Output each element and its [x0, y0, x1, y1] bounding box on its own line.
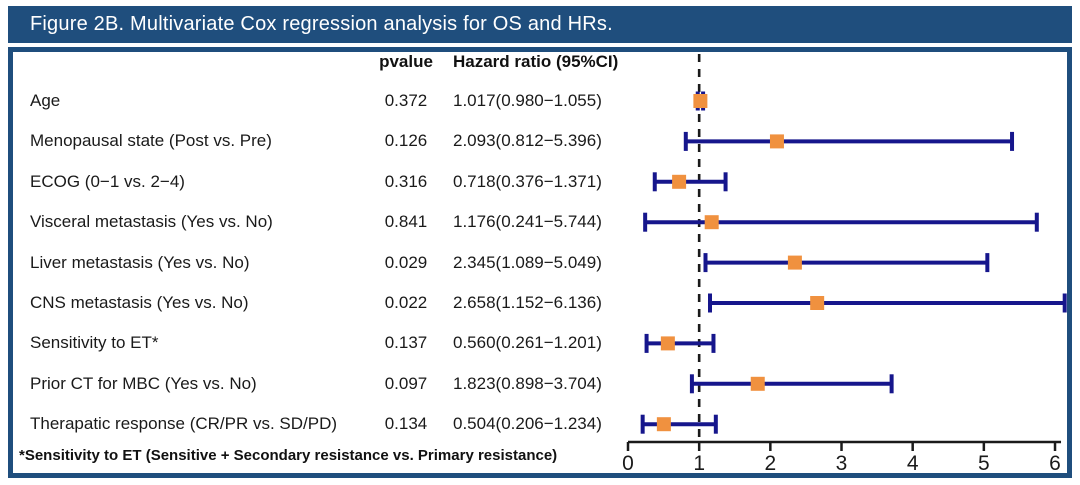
figure-content-panel: pvalue Hazard ratio (95%CI) Age 0.372 1.01… [8, 47, 1072, 478]
figure-title: Figure 2B. Multivariate Cox regression a… [30, 13, 613, 35]
row-pvalue: 0.022 [384, 293, 428, 312]
row-ci-text: 0.560(0.261−1.201) [453, 333, 602, 353]
row-label: Sensitivity to ET* [30, 333, 159, 353]
hr-marker [769, 134, 784, 149]
row-ci-text: 1.176(0.241−5.744) [453, 212, 602, 232]
hr-marker [672, 174, 687, 189]
hr-marker [704, 215, 719, 230]
row-pvalue: 0.841 [384, 212, 428, 232]
figure-title-bar: Figure 2B. Multivariate Cox regression a… [8, 6, 1072, 43]
row-label: ECOG (0−1 vs. 2−4) [30, 171, 185, 191]
x-axis-tick-label: 6 [1049, 452, 1061, 473]
hr-marker [660, 336, 675, 351]
x-axis-tick-label: 4 [907, 452, 919, 473]
row-label: Prior CT for MBC (Yes vs. No) [30, 373, 257, 393]
row-ci-text: 0.504(0.206−1.234) [453, 414, 602, 434]
hr-marker [750, 376, 765, 391]
x-axis-tick-label: 2 [764, 452, 776, 473]
row-ci-text: 2.658(1.152−6.136) [453, 293, 602, 312]
hr-marker [693, 94, 708, 108]
hr-marker [787, 255, 802, 270]
row-ci-text: 2.093(0.812−5.396) [453, 131, 602, 151]
row-pvalue: 0.372 [384, 91, 428, 110]
row-ci-text: 2.345(1.089−5.049) [453, 252, 602, 272]
x-axis-tick-label: 0 [622, 452, 634, 473]
row-pvalue: 0.316 [384, 171, 428, 191]
row-label: Age [30, 91, 61, 110]
hr-marker [656, 417, 671, 432]
row-pvalue: 0.137 [384, 333, 428, 353]
x-axis-tick-label: 5 [978, 452, 990, 473]
column-header-pvalue: pvalue [379, 52, 433, 71]
row-ci-text: 0.718(0.376−1.371) [453, 171, 602, 191]
footnote: *Sensitivity to ET (Sensitive + Secondar… [19, 447, 558, 464]
column-header-hazard-ratio: Hazard ratio (95%CI) [453, 52, 619, 71]
row-ci-text: 1.823(0.898−3.704) [453, 373, 602, 393]
row-pvalue: 0.029 [384, 252, 428, 272]
row-label: Therapatic response (CR/PR vs. SD/PD) [30, 414, 338, 434]
row-label: Liver metastasis (Yes vs. No) [30, 252, 250, 272]
row-label: Visceral metastasis (Yes vs. No) [30, 212, 273, 232]
row-pvalue: 0.134 [384, 414, 428, 434]
row-ci-text: 1.017(0.980−1.055) [453, 91, 602, 110]
row-pvalue: 0.126 [384, 131, 428, 151]
x-axis-tick-label: 3 [836, 452, 848, 473]
row-label: Menopausal state (Post vs. Pre) [30, 131, 272, 151]
forest-plot: 0 1 2 3 4 5 6 [622, 54, 1067, 473]
row-pvalue: 0.097 [384, 373, 428, 393]
row-label: CNS metastasis (Yes vs. No) [30, 293, 249, 312]
x-axis-tick-label: 1 [693, 452, 705, 473]
hr-marker [810, 296, 825, 310]
